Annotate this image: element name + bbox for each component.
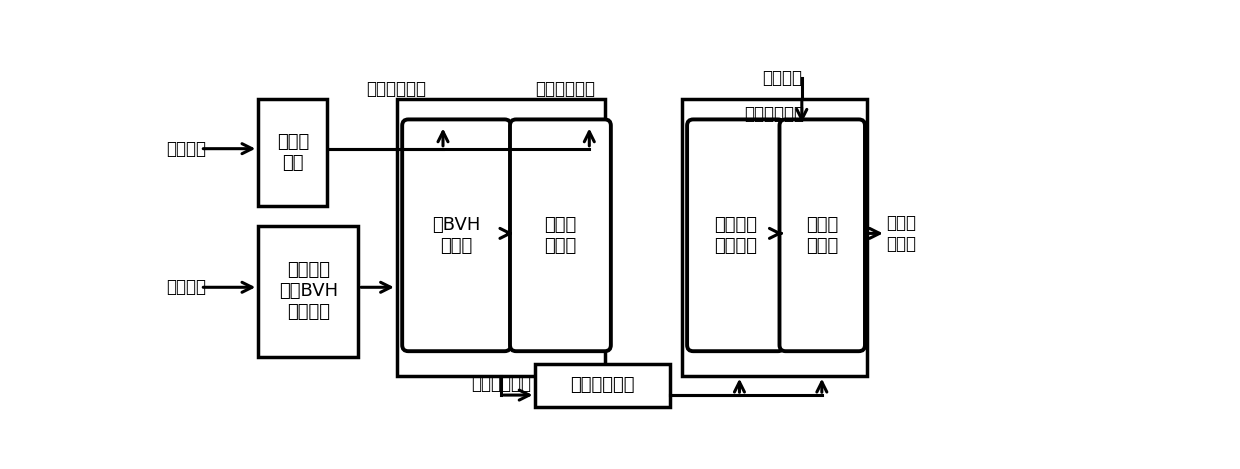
Bar [397,98,605,376]
Text: 目标位置: 目标位置 [763,69,802,87]
Text: 平截头体更新: 平截头体更新 [570,377,635,394]
Text: 目标位
置贡献: 目标位 置贡献 [806,216,838,255]
FancyBboxPatch shape [687,120,784,351]
Bar [258,98,327,206]
FancyBboxPatch shape [402,120,511,351]
Text: 与BVH
求交点: 与BVH 求交点 [433,216,481,255]
FancyBboxPatch shape [780,120,866,351]
Bar [536,364,670,407]
FancyBboxPatch shape [510,120,611,351]
Bar [682,98,867,376]
Text: 构建几何
模型BVH
结构表示: 构建几何 模型BVH 结构表示 [279,261,337,321]
Text: 房间冲
激响应: 房间冲 激响应 [885,214,916,253]
Text: 初始化
声源: 初始化 声源 [277,133,309,172]
Text: 初始平截头体: 初始平截头体 [366,80,427,98]
Text: 与面元
求交点: 与面元 求交点 [544,216,577,255]
Text: 镜面反射
边缘衍射: 镜面反射 边缘衍射 [714,216,758,255]
Text: 几何模型: 几何模型 [166,278,206,296]
Text: 可见表面估计: 可见表面估计 [471,375,531,393]
Text: 声源信息: 声源信息 [166,140,206,158]
Text: 传播路径计算: 传播路径计算 [744,105,804,123]
Bar [258,226,358,356]
Text: 次级平截头体: 次级平截头体 [536,80,595,98]
